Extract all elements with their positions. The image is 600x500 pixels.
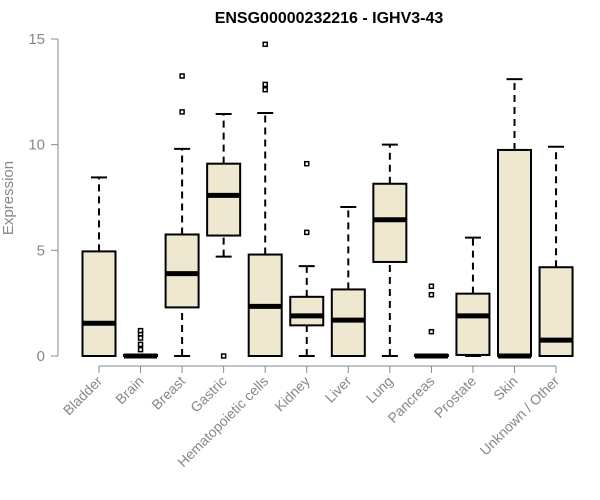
box-bladder	[81, 176, 117, 357]
box-lung	[372, 143, 408, 357]
iqr-box	[538, 266, 574, 357]
chart-title: ENSG00000232216 - IGHV3-43	[215, 10, 444, 27]
y-tick-label: 0	[37, 348, 45, 365]
box-prostate	[455, 236, 491, 357]
iqr-box	[81, 250, 117, 357]
box-liver	[330, 206, 366, 357]
outlier-point	[428, 291, 435, 298]
outlier-point	[262, 81, 268, 88]
x-tick-label: Unknown / Other	[477, 373, 563, 459]
outlier-point	[137, 335, 144, 341]
outlier-point	[137, 346, 144, 353]
box-series	[81, 41, 574, 359]
outlier-point	[179, 73, 185, 79]
outlier-point	[428, 283, 435, 290]
outlier-point	[220, 353, 227, 359]
y-tick-label: 10	[28, 137, 45, 154]
box-gastric	[206, 113, 242, 359]
x-tick-label: Skin	[490, 373, 521, 404]
x-tick-label: Lung	[363, 373, 396, 406]
iqr-box	[455, 292, 491, 356]
outlier-point	[262, 86, 268, 93]
iqr-box	[372, 182, 408, 263]
y-tick-label: 5	[37, 242, 45, 259]
outlier-point	[137, 341, 144, 348]
iqr-box	[497, 148, 532, 357]
box-brain	[123, 327, 159, 359]
iqr-box	[330, 288, 366, 357]
box-pancreas	[413, 283, 449, 359]
iqr-box	[164, 233, 200, 309]
x-tick-label: Kidney	[271, 373, 313, 415]
box-unknown-other	[538, 145, 574, 357]
y-axis-label: Expression	[0, 161, 17, 235]
x-tick-label: Liver	[322, 373, 355, 406]
y-tick-label: 15	[28, 31, 45, 48]
box-kidney	[289, 160, 325, 357]
box-breast	[164, 73, 200, 357]
outlier-point	[179, 109, 185, 115]
outlier-point	[137, 327, 144, 334]
box-hematopoietic-cells	[247, 41, 283, 357]
x-tick-label: Breast	[148, 373, 188, 413]
iqr-box	[289, 295, 325, 327]
outlier-point	[304, 160, 310, 167]
x-tick-label: Prostate	[431, 373, 479, 421]
x-tick-label: Bladder	[60, 373, 106, 419]
outlier-point	[428, 328, 435, 335]
box-skin	[497, 78, 532, 359]
y-axis: 0 5 10 15	[28, 31, 59, 365]
x-tick-label: Brain	[112, 373, 146, 407]
outlier-point	[262, 41, 268, 48]
outlier-point	[304, 229, 310, 236]
iqr-box	[206, 162, 242, 237]
